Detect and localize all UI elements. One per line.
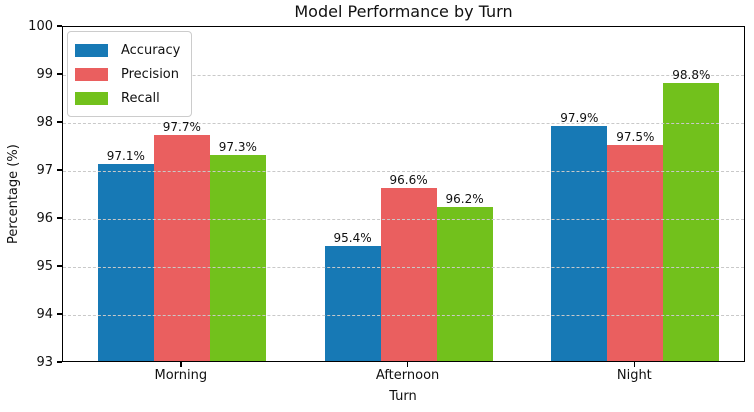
bar-precision-night — [607, 145, 664, 361]
legend-label: Recall — [121, 90, 160, 106]
y-tick-mark — [57, 169, 62, 171]
y-tick-label: 99 — [36, 66, 53, 82]
y-tick-mark — [57, 73, 62, 75]
bar-value-label-precision-night: 97.5% — [616, 130, 655, 144]
y-axis-label: Percentage (%) — [6, 144, 21, 244]
y-tick-label: 98 — [36, 114, 53, 130]
bar-value-label-accuracy-morning: 97.1% — [106, 149, 145, 164]
bar-recall-morning — [209, 154, 266, 361]
legend-item-accuracy: Accuracy — [75, 38, 180, 62]
y-tick-mark — [57, 313, 62, 315]
bar-value-label-recall-night: 98.8% — [672, 67, 711, 82]
gridline — [63, 267, 744, 268]
y-tick-label: 96 — [36, 210, 53, 226]
x-tick-mark — [406, 362, 409, 367]
legend-label: Precision — [121, 66, 180, 82]
x-tick-mark — [633, 362, 636, 367]
gridline — [63, 171, 744, 172]
bar-accuracy-afternoon — [324, 245, 381, 361]
bar-precision-afternoon — [380, 188, 437, 361]
legend-label: Accuracy — [121, 42, 181, 58]
legend-swatch-accuracy — [75, 43, 108, 57]
legend-swatch-recall — [75, 91, 108, 105]
y-tick-mark — [57, 265, 62, 267]
bar-accuracy-morning — [97, 164, 154, 361]
y-tick-label: 95 — [36, 258, 53, 274]
bar-value-label-precision-afternoon: 96.6% — [389, 173, 428, 188]
bar-value-label-precision-morning: 97.7% — [162, 120, 201, 135]
x-tick-label-afternoon: Afternoon — [375, 368, 440, 383]
gridline — [63, 219, 744, 220]
bar-value-label-accuracy-night: 97.9% — [560, 110, 599, 125]
bar-value-label-recall-morning: 97.3% — [218, 139, 257, 154]
y-tick-mark — [57, 361, 62, 363]
legend-swatch-precision — [75, 67, 108, 81]
y-tick-mark — [57, 25, 62, 27]
gridline — [63, 75, 744, 76]
bar-recall-night — [663, 82, 720, 361]
chart-title: Model Performance by Turn — [294, 2, 513, 21]
y-tick-label: 97 — [36, 162, 53, 178]
bar-recall-afternoon — [436, 207, 493, 361]
gridline — [63, 315, 744, 316]
legend-item-precision: Precision — [75, 62, 180, 86]
plot-area: 97.1% 97.7% 97.3% 95.4% 96.6% 96.2% 97.9% 97.5%… — [62, 26, 745, 362]
bar-accuracy-night — [551, 125, 608, 361]
x-axis-label: Turn — [389, 389, 417, 404]
y-tick-label: 93 — [36, 354, 53, 370]
x-tick-mark — [180, 362, 182, 367]
gridline — [63, 123, 744, 124]
bar-value-label-recall-afternoon: 96.2% — [445, 192, 484, 207]
bar-precision-morning — [153, 135, 210, 361]
bar-value-label-accuracy-afternoon: 95.4% — [333, 230, 372, 245]
y-tick-label: 94 — [36, 306, 53, 322]
legend: Accuracy Precision Recall — [67, 31, 193, 117]
legend-item-recall: Recall — [75, 86, 180, 110]
y-tick-mark — [57, 217, 62, 219]
y-tick-label: 100 — [28, 18, 53, 34]
x-tick-label-morning: Morning — [154, 368, 208, 383]
y-tick-mark — [57, 121, 62, 123]
x-tick-label-night: Night — [616, 368, 652, 383]
